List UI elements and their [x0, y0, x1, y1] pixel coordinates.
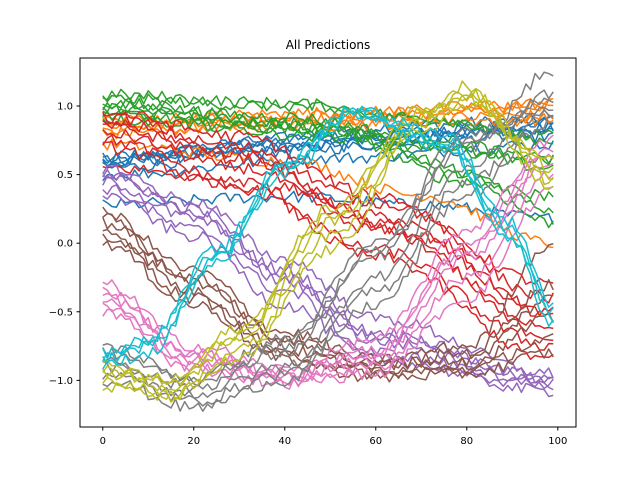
series-layer	[102, 71, 554, 412]
series-line-32	[102, 184, 554, 391]
series-line-33	[102, 164, 554, 379]
series-line-1	[102, 126, 554, 164]
x-axis: 0 20 40 60 80 100	[100, 427, 567, 447]
y-tick-label: 0.0	[57, 239, 73, 250]
series-line-40	[102, 212, 554, 374]
series-line-25	[102, 134, 554, 351]
series-line-17	[102, 88, 554, 139]
series-line-47	[102, 153, 554, 382]
y-tick-label: −0.5	[49, 307, 73, 318]
series-line-27	[102, 141, 554, 361]
series-line-36	[102, 206, 554, 365]
x-tick-label: 80	[460, 436, 473, 447]
chart-title: All Predictions	[286, 38, 371, 52]
plot-frame	[79, 57, 577, 428]
series-line-23	[102, 120, 554, 317]
x-tick-label: 20	[187, 436, 200, 447]
series-line-14	[102, 93, 554, 146]
series-line-24	[102, 128, 554, 330]
y-axis: −1.0 −0.5 0.0 0.5 1.0	[49, 102, 80, 387]
series-line-62	[102, 105, 554, 362]
x-tick-label: 100	[548, 436, 567, 447]
series-line-56	[102, 91, 554, 386]
series-line-21	[102, 109, 554, 202]
series-line-34	[102, 192, 554, 398]
series-line-61	[102, 110, 554, 370]
series-line-57	[102, 100, 554, 403]
series-line-35	[102, 168, 554, 384]
x-tick-label: 40	[278, 436, 291, 447]
x-tick-label: 60	[369, 436, 382, 447]
series-line-58	[102, 88, 554, 386]
series-line-15	[102, 99, 554, 166]
y-tick-label: 1.0	[57, 102, 73, 113]
series-line-45	[102, 134, 554, 374]
series-line-49	[102, 89, 554, 399]
series-line-60	[102, 106, 554, 360]
series-line-18	[102, 102, 554, 229]
series-line-7	[102, 140, 554, 182]
x-tick-label: 0	[100, 436, 106, 447]
y-tick-label: 0.5	[57, 170, 73, 181]
series-line-46	[102, 185, 554, 390]
series-line-43	[102, 162, 554, 383]
y-tick-label: −1.0	[49, 376, 73, 387]
series-line-26	[102, 111, 554, 304]
series-line-42	[102, 147, 554, 379]
series-line-54	[102, 80, 554, 392]
